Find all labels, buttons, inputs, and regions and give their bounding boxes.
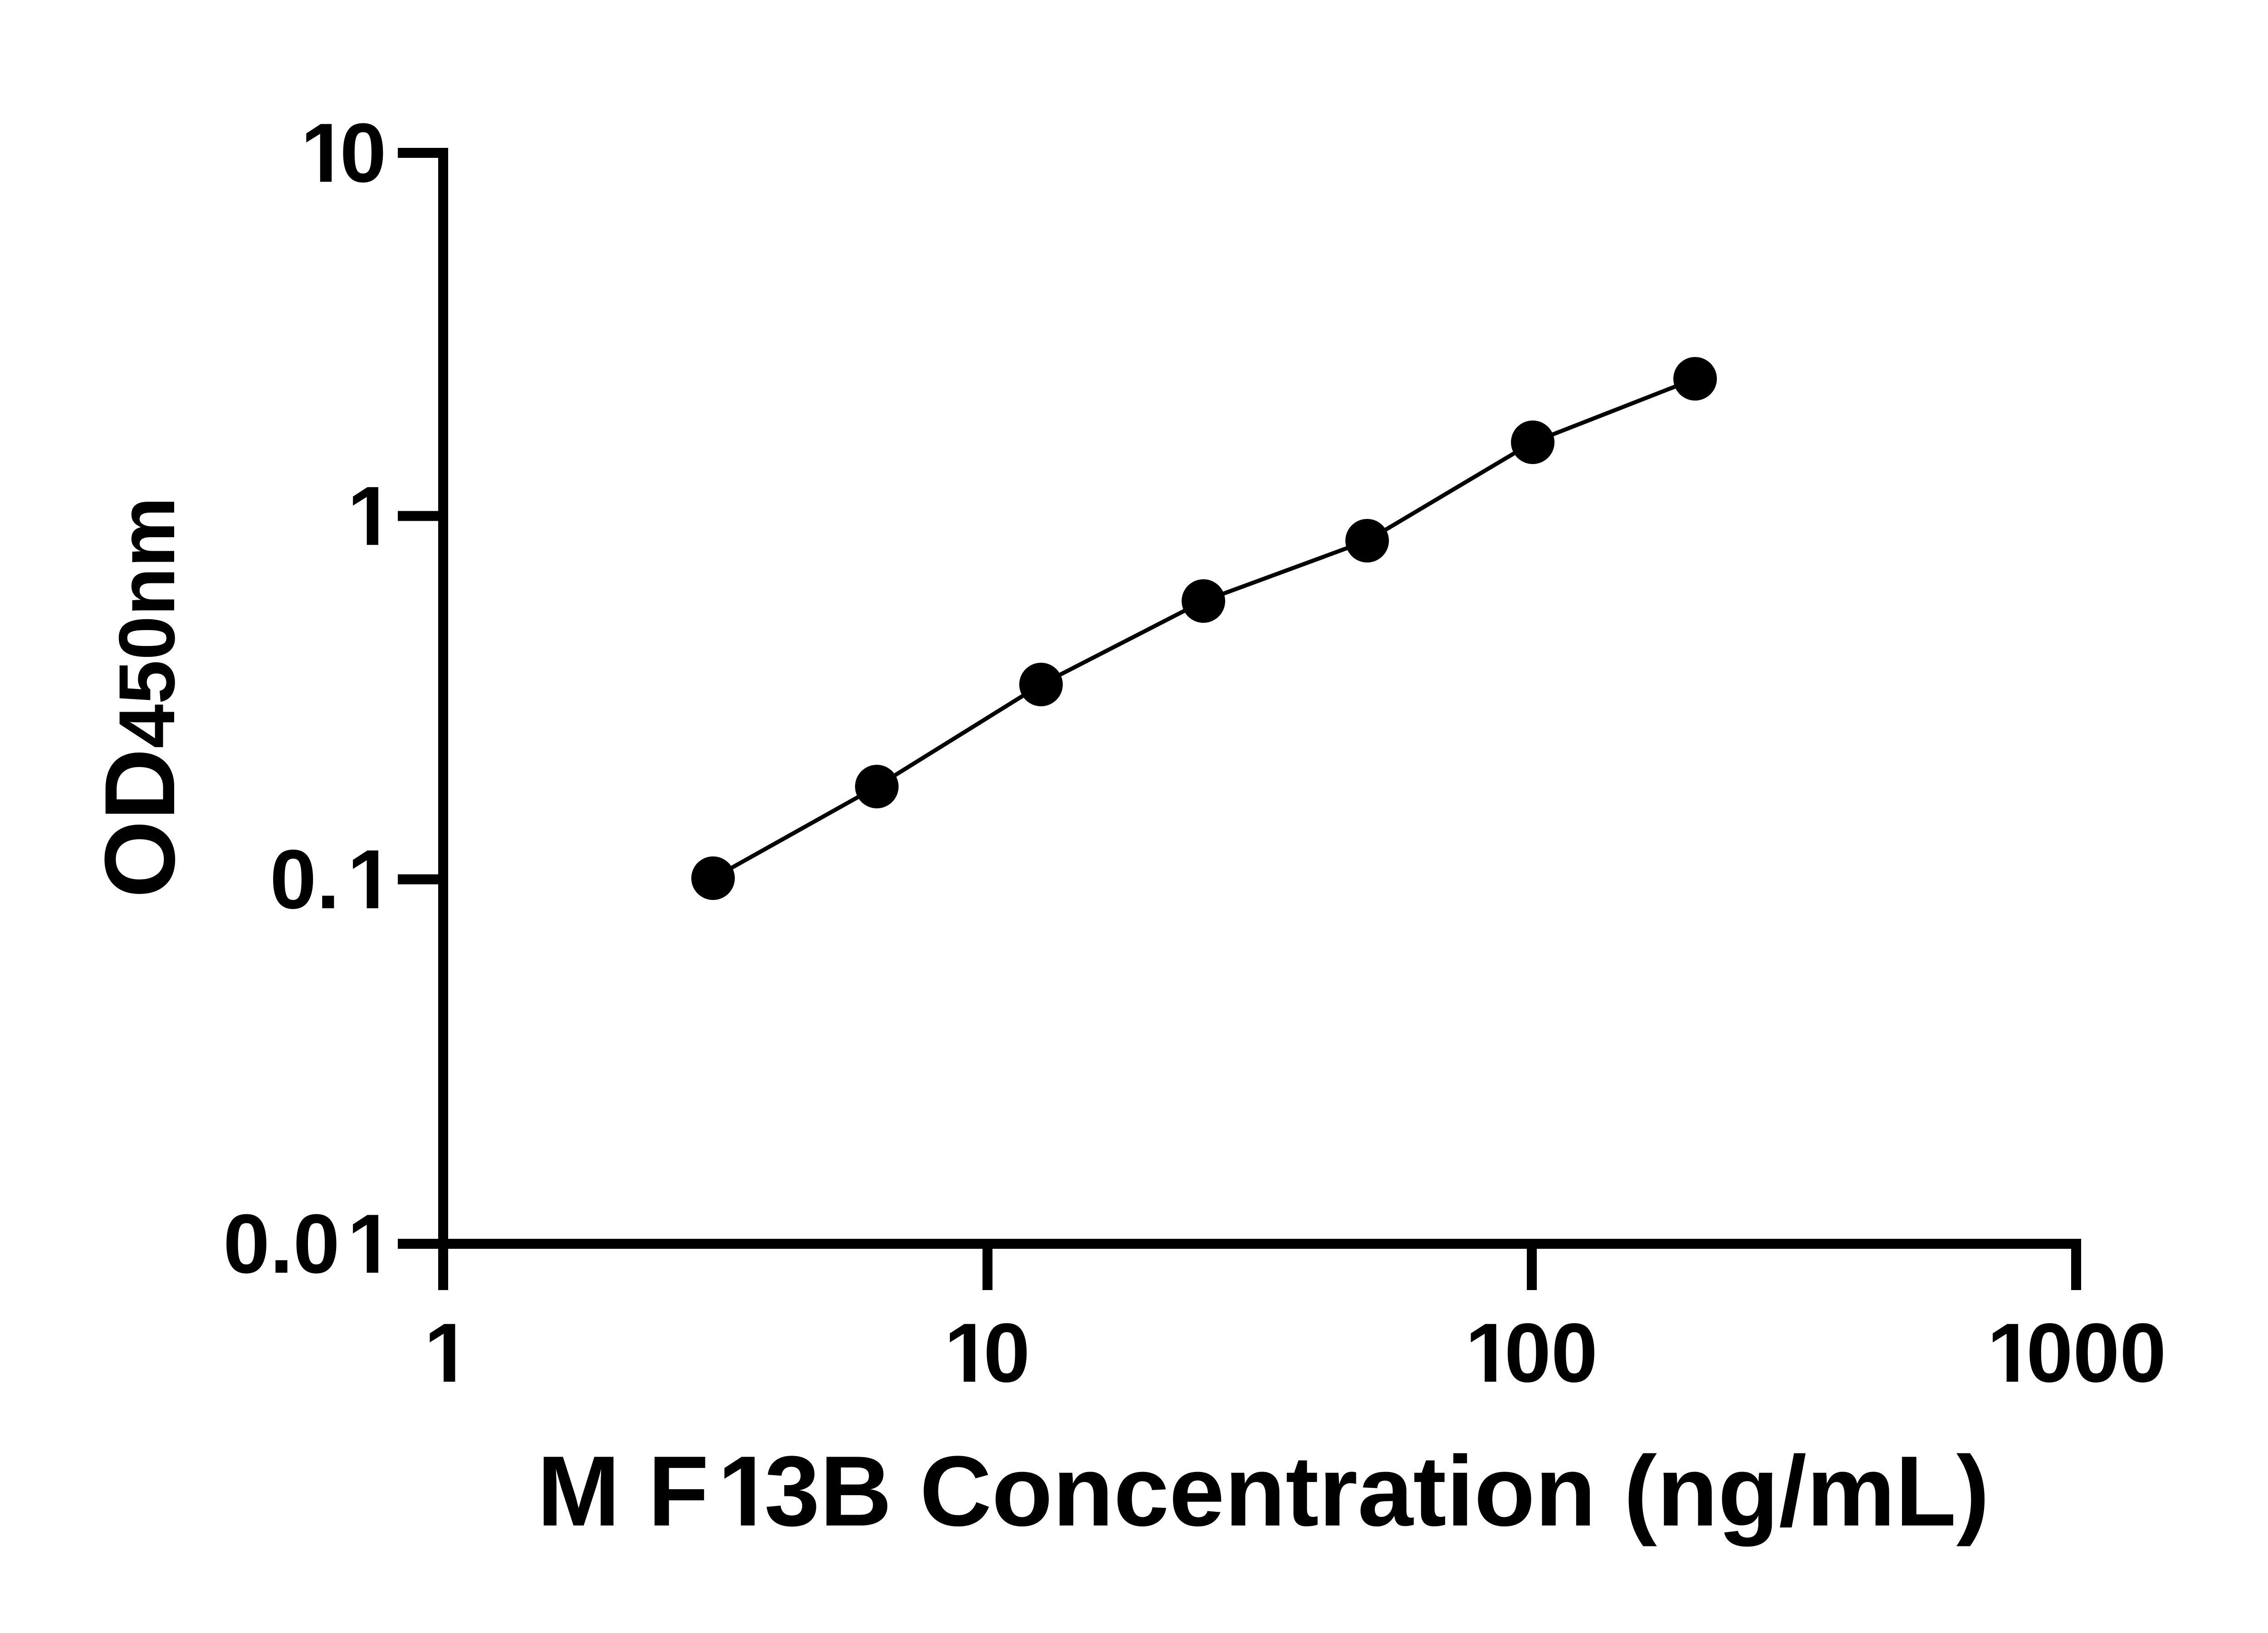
svg-text:000: 000 [2026,1306,2166,1400]
svg-text:00: 00 [1505,1306,1598,1400]
svg-text:0.0: 0.0 [223,1198,340,1291]
svg-text:0: 0 [340,107,386,200]
svg-text:3B Concentration (ng/mL): 3B Concentration (ng/mL) [764,1435,1989,1547]
svg-text:OD450nm: OD450nm [84,497,196,898]
svg-text:M F: M F [537,1435,709,1547]
svg-text:0.: 0. [270,833,340,926]
svg-text:0: 0 [983,1306,1030,1400]
